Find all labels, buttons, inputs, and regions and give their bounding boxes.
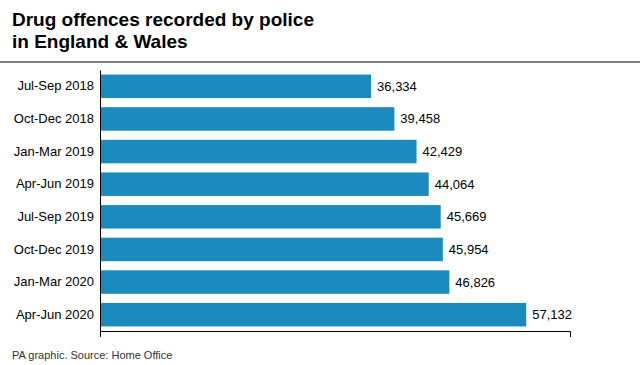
y-tick: Oct-Dec 2018 <box>14 111 100 126</box>
data-label: 39,458 <box>400 111 440 126</box>
y-tick-label: Apr-Jun 2019 <box>16 176 94 191</box>
y-axis: Jul-Sep 2018 Oct-Dec 2018 Jan-Mar 2019 Apr-… <box>14 71 101 332</box>
data-label: 45,669 <box>447 209 487 224</box>
y-tick-label: Apr-Jun 2020 <box>16 307 94 322</box>
x-axis-line <box>101 332 571 338</box>
y-tick-label: Oct-Dec 2018 <box>14 111 94 126</box>
data-label: 45,954 <box>449 242 489 257</box>
data-label: 46,826 <box>455 275 495 290</box>
y-tick-label: Jan-Mar 2019 <box>14 144 94 159</box>
bar <box>100 238 443 261</box>
data-label: 44,064 <box>435 177 475 192</box>
data-labels: 36,334 39,458 42,429 44,064 45,669 45,954 46,8… <box>377 79 572 322</box>
bar <box>100 140 417 163</box>
bar <box>100 172 429 195</box>
y-tick: Apr-Jun 2020 <box>16 307 100 322</box>
bars <box>100 75 526 327</box>
data-label: 42,429 <box>423 144 463 159</box>
plot: 36,334 39,458 42,429 44,064 45,669 45,954 46,8… <box>14 71 572 338</box>
data-label: 57,132 <box>532 307 572 322</box>
y-tick: Apr-Jun 2019 <box>16 176 100 191</box>
y-tick-label: Jul-Sep 2018 <box>17 78 94 93</box>
chart: Drug offences recorded by policein Engla… <box>0 0 640 365</box>
x-axis <box>101 332 571 338</box>
bar <box>100 107 394 130</box>
bar <box>100 270 449 293</box>
y-tick: Jan-Mar 2020 <box>14 274 100 289</box>
data-label: 36,334 <box>377 79 417 94</box>
bar <box>100 205 441 228</box>
footer: PA graphic. Source: Home Office <box>12 349 172 361</box>
y-tick: Jul-Sep 2018 <box>17 78 100 93</box>
bar <box>100 303 526 326</box>
y-axis-line <box>100 71 101 332</box>
y-tick-label: Jul-Sep 2019 <box>17 209 94 224</box>
y-tick-label: Oct-Dec 2019 <box>14 242 94 257</box>
title: in England & Wales <box>12 31 188 52</box>
y-tick: Jul-Sep 2019 <box>17 209 100 224</box>
bar <box>100 75 371 98</box>
separator <box>0 62 640 63</box>
y-tick: Jan-Mar 2019 <box>14 144 100 159</box>
y-tick: Oct-Dec 2019 <box>14 242 100 257</box>
title: Drug offences recorded by police <box>12 9 314 30</box>
y-tick-label: Jan-Mar 2020 <box>14 274 94 289</box>
